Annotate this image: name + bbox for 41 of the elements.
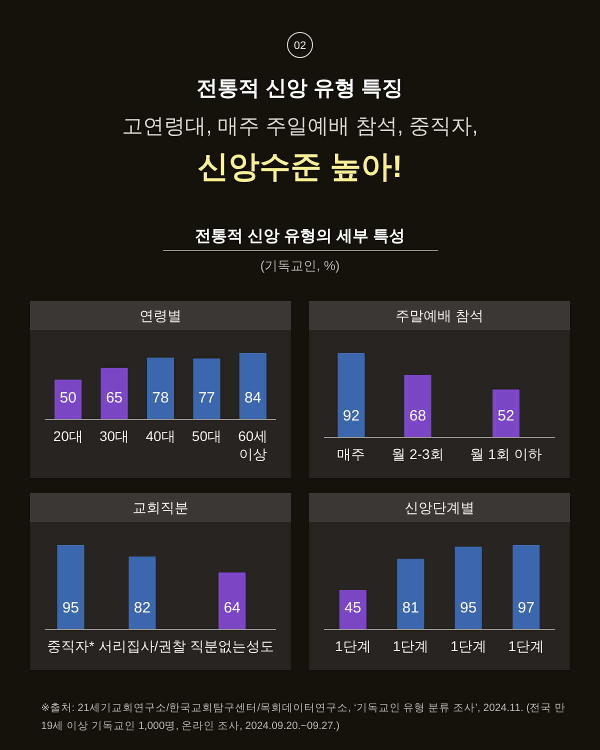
data-label: 81: [402, 600, 419, 616]
x-tick-label: 50대: [192, 428, 222, 444]
text: 02: [294, 40, 306, 52]
data-label: 64: [224, 600, 240, 616]
data-label: 65: [106, 390, 123, 406]
data-label: 68: [409, 408, 426, 424]
x-tick-label: 20대: [53, 428, 83, 444]
x-tick-label: 60세 이상: [238, 428, 268, 462]
x-tick-label: 월 2-3회: [392, 446, 444, 462]
data-label: 95: [460, 600, 477, 616]
x-tick-label: 1단계: [392, 638, 429, 654]
x-tick-label: 중직자*: [46, 638, 95, 654]
text: 고연령대, 매주 주일예배 참석, 중직자,: [122, 115, 478, 138]
data-label: 82: [134, 600, 151, 616]
chart-title: 신앙단계별: [404, 500, 474, 516]
data-label: 50: [60, 390, 76, 406]
x-tick-label: 1단계: [450, 638, 486, 654]
data-label: 95: [62, 600, 80, 616]
chart-title: 주말예배 참석: [396, 308, 484, 324]
data-label: 84: [244, 390, 262, 406]
x-tick-label: 서리집사/권찰: [98, 638, 186, 654]
text: 신앙수준 높아!: [198, 149, 402, 184]
data-label: 92: [342, 408, 360, 424]
x-tick-label: 30대: [100, 428, 130, 444]
data-label: 45: [344, 600, 362, 616]
x-tick-label: 40대: [146, 428, 176, 444]
x-tick-label: 1단계: [334, 638, 371, 654]
data-label: 52: [498, 408, 514, 424]
text: 전통적 신앙 유형의 세부 특성: [195, 228, 405, 245]
text: 전통적 신앙 유형 특징: [196, 77, 404, 100]
chart-title: 연령별: [140, 308, 182, 324]
text: ※출처: 21세기교회연구소/한국교회탐구센터/목회데이터연구소, ‘기독교인 유형 분류 조사’, 2024.11. (전국 만 19세 이상 기독교인 1,000명, 온라인 조사, 2024.09.20.~09.27.): [41, 701, 567, 734]
chart-title: 교회직분: [132, 500, 188, 516]
x-tick-label: 직분없는성도: [190, 638, 274, 654]
x-tick-label: 매주: [337, 446, 366, 462]
data-label: 78: [152, 390, 169, 406]
data-label: 77: [198, 390, 216, 406]
x-tick-label: 월 1회 이하: [470, 446, 542, 462]
x-tick-label: 1단계: [508, 638, 544, 654]
text: (기독교인, %): [260, 258, 340, 273]
data-label: 97: [518, 600, 534, 616]
